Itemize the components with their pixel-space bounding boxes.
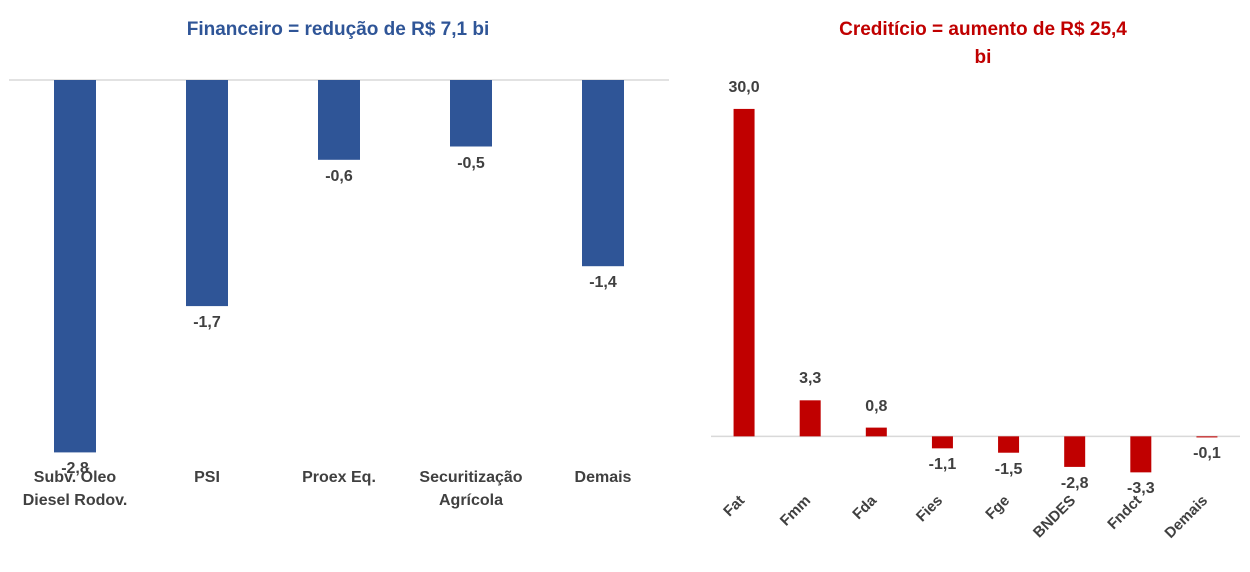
x-tick-label: Demais	[574, 469, 632, 486]
bar	[865, 427, 887, 437]
x-tick-label: Subv. Óleo Diesel Rodov.	[22, 469, 128, 509]
data-label: -1,5	[994, 460, 1023, 478]
data-label: -2,8	[1060, 474, 1089, 492]
data-label: -1,4	[589, 274, 617, 292]
data-label: -1,1	[928, 456, 957, 474]
bar	[931, 436, 953, 449]
x-tick-label: Securitização Agrícola	[419, 469, 523, 509]
data-label: -0,6	[325, 167, 353, 185]
bar	[186, 80, 228, 307]
bar	[1196, 436, 1218, 438]
x-tick-label: PSI	[194, 469, 220, 486]
data-label: -0,1	[1193, 445, 1221, 463]
x-tick-label: Proex Eq.	[302, 469, 376, 486]
data-label: 30,0	[728, 78, 760, 96]
bar	[998, 436, 1020, 453]
data-label: -2,8	[61, 460, 89, 478]
data-label: -1,7	[193, 314, 221, 332]
bar	[733, 108, 755, 437]
data-label: 0,8	[865, 397, 888, 415]
bar	[1130, 436, 1152, 473]
bar	[582, 80, 624, 267]
bar	[450, 80, 492, 147]
bar	[318, 80, 360, 160]
data-label: -0,5	[457, 154, 485, 172]
data-label: -3,3	[1127, 480, 1155, 498]
data-label: 3,3	[799, 370, 822, 388]
chart-title: Creditício = aumento de R$ 25,4 bi	[839, 19, 1127, 68]
bar	[1064, 436, 1086, 467]
bar	[799, 400, 821, 437]
chart-title: Financeiro = redução de R$ 7,1 bi	[186, 19, 490, 40]
bar	[54, 80, 96, 453]
